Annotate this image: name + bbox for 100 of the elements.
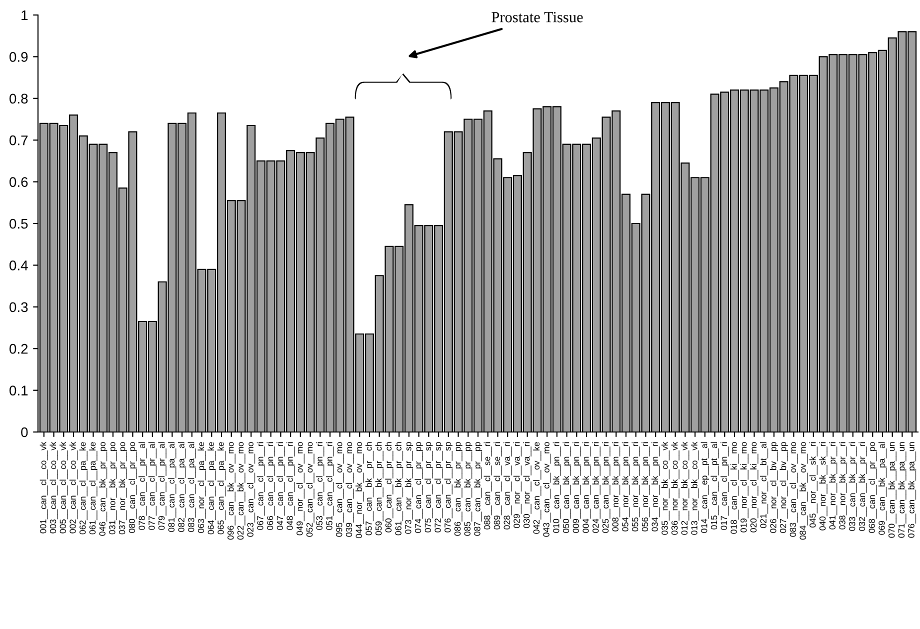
x-tick-label: 076__can__bk__pa__un	[908, 442, 916, 538]
x-tick-label: 010__can__bk__pn__ri	[552, 442, 561, 533]
x-tick-label: 022__can__bk__ov__mo	[237, 442, 246, 540]
x-tick-label: 034__nor__bk__pn__ri	[652, 442, 660, 532]
x-tick-label: 025__can__bk__pn__ri	[602, 442, 610, 533]
x-tick-label: 053__can__cl__pn__ri	[316, 442, 324, 530]
x-tick-label: 087__can__bk__pr__pp	[474, 442, 482, 536]
x-tick-label: 018__can__cl__ki__mo	[730, 442, 739, 534]
x-tick-label: 062__can__cl__pa__ke	[79, 442, 88, 534]
x-tick-label: 050__can__bk__pn__ri	[562, 442, 571, 533]
x-tick-label: 030__nor__cl__va__ri	[523, 442, 532, 528]
y-tick-label: 0.7	[10, 135, 28, 146]
x-tick-label: 068__can__cl__pr__po	[868, 442, 877, 533]
x-tick-label: 019__nor__cl__ki__mo	[740, 442, 748, 532]
x-tick-label: 036__nor__bk__co__vk	[671, 442, 680, 535]
x-tick-label: 003__can__cl__co__vk	[50, 442, 58, 534]
x-tick-label: 079__can__cl__pr__al	[158, 442, 166, 530]
x-tick-label: 070__can__bk__pa__un	[888, 442, 896, 538]
x-tick-label: 052__can__cl__ov__mo	[306, 442, 314, 537]
x-tick-label: 033__can__bk__pr__ri	[848, 442, 857, 531]
x-tick-label: 020__nor__cl__ki__mo	[750, 442, 758, 532]
x-tick-label: 014__can__ep__pt__al	[700, 442, 709, 533]
x-tick-label: 088__can__cl__se__ri	[484, 442, 492, 530]
x-tick-label: 032__can__bk__pr__ri	[858, 442, 867, 531]
x-tick-label: 046__can__bk__pr__po	[99, 442, 108, 536]
x-tick-label: 012__nor__bk__co__vk	[681, 442, 690, 535]
x-tick-label: 009__can__bk__pn__ri	[572, 442, 581, 533]
x-tick-label: 013__nor__bk__co__vk	[690, 442, 700, 535]
y-tick-label: 0.4	[10, 260, 28, 270]
x-tick-label: 038__nor__bk__pr__ri	[838, 442, 848, 530]
x-tick-label: 069__can__bk__pa__al	[878, 442, 887, 535]
x-tick-label: 028__can__cl__va__ri	[504, 442, 512, 530]
x-tick-label: 015__can__cl__pt__al	[710, 442, 719, 530]
x-tick-label: 063__nor__cl__pa__ke	[198, 442, 206, 533]
x-tick-label: 035__nor__bk__co__vk	[661, 442, 670, 535]
x-tick-label: 039__can__cl__ov__mo	[346, 442, 354, 537]
x-tick-label: 085__can__bk__pr__pp	[464, 442, 472, 536]
x-tick-label: 065__can__cl__pa__ke	[217, 442, 226, 534]
y-tick-label: 0.3	[10, 302, 28, 312]
x-tick-label: 023__can__cl__ov__mo	[247, 442, 256, 537]
x-tick-label: 081__can__cl__pa__al	[168, 442, 176, 532]
x-tick-label: 047__can__cl__pn__ri	[276, 442, 285, 530]
x-tick-label: 066__can__cl__pn__ri	[266, 442, 275, 530]
x-tick-label: 064__can__cl__pa__ke	[208, 442, 216, 534]
x-tick-label: 001__can__cl__co__vk	[40, 442, 48, 534]
x-tick-label: 076__can__cl__pr__sp	[444, 442, 452, 532]
x-tick-label: 029__nor__cl__va__ri	[513, 442, 522, 528]
x-tick-label: 054__nor__bk__pn__ri	[622, 442, 630, 532]
x-tick-label: 078__can__cl__pr__al	[138, 442, 147, 530]
x-tick-label: 086__can__bk__pr__pp	[454, 442, 462, 536]
y-tick-label: 0.8	[10, 94, 28, 104]
y-tick-label: 0.9	[10, 52, 28, 62]
y-tick-label: 1	[22, 10, 28, 20]
x-tick-label: 059__can__bk__pr__ch	[375, 442, 384, 536]
x-tick-label: 041__nor__bk__pr__ri	[829, 442, 838, 530]
x-tick-label: 049__nor__cl__ov__mo	[296, 442, 304, 536]
x-tick-label: 080__can__cl__pr__po	[128, 442, 137, 533]
x-tick-label: 040__nor__bk__sk__ri	[819, 442, 828, 530]
x-tick-label: 017__can__cl__pn__ri	[720, 442, 729, 530]
x-tick-label: 095__can__cl__ov__mo	[336, 442, 344, 537]
x-tick-label: 067__can__cl__pn__ri	[256, 442, 266, 530]
x-tick-label: 008__nor__bk__pn__ri	[612, 442, 620, 532]
x-tick-label: 045__nor__cl__sk__ri	[809, 442, 818, 528]
y-tick-label: 0	[21, 427, 28, 438]
x-tick-label: 043__can__cl__ov__mo	[542, 442, 552, 537]
x-tick-label: 002__can__cl__co__vk	[69, 442, 78, 534]
x-tick-label: 074__can__cl__pr__pp	[414, 442, 423, 533]
x-tick-label: 042__can__cl__ov__ke	[533, 442, 542, 534]
x-tick-label: 061__can__bk__pr__ch	[395, 442, 404, 536]
x-tick-label: 044__nor__bk__ov__mo	[356, 442, 364, 538]
x-tick-label: 075__can__cl__pr__sp	[424, 442, 433, 532]
x-tick-label: 061__can__cl__pa__ke	[89, 442, 98, 534]
x-tick-label: 055__nor__bk__pn__ri	[632, 442, 640, 532]
x-tick-label: 082__can__cl__pa__al	[178, 442, 186, 532]
x-tick-label: 072__can__cl__pr__sp	[434, 442, 443, 532]
y-tick-label: 0.6	[10, 177, 28, 187]
x-tick-label: 021__nor__cl__bt__al	[760, 442, 768, 528]
x-tick-label: 026__nor__cl__bv__pp	[770, 442, 778, 533]
x-tick-label: 004__can__bk__pn__ri	[582, 442, 591, 533]
x-tick-label: 024__can__bk__pn__ri	[592, 442, 600, 533]
x-tick-label: 051__can__cl__pn__ri	[326, 442, 334, 530]
x-tick-label: 031__nor__bk__pr__po	[108, 442, 118, 534]
x-tick-label: 056__nor__bk__pn__ri	[642, 442, 650, 532]
x-tick-label: 071__can__bk__pa__un	[898, 442, 906, 538]
x-tick-label: 077__can__cl__pr__al	[148, 442, 157, 530]
x-tick-label: 005__can__cl__co__vk	[60, 442, 68, 534]
x-tick-label: 083__can__cl__pa__al	[188, 442, 196, 532]
x-tick-label: 084__can__bk__ov__mo	[799, 442, 808, 540]
y-tick-label: 0.2	[10, 344, 28, 354]
x-tick-label: 027__nor__cl__bv__pp	[780, 442, 788, 533]
x-tick-label: 060__can__cl__pr__ch	[385, 442, 394, 532]
x-tick-label: 096__can__bk__ov__mo	[227, 442, 236, 540]
x-tick-label: 048__can__cl__pn__ri	[286, 442, 295, 530]
x-tick-label: 037__nor__bk__pr__po	[118, 442, 127, 534]
annotation: Prostate Tissue	[492, 12, 583, 22]
x-tick-label: 057__can__bk__pr__ch	[365, 442, 374, 536]
y-tick-label: 0.1	[10, 386, 28, 396]
y-tick-label: 0.5	[10, 218, 28, 229]
x-tick-label: 089__can__cl__se__ri	[494, 442, 502, 530]
x-tick-label: 073__nor__bk__pr__sp	[404, 442, 414, 534]
